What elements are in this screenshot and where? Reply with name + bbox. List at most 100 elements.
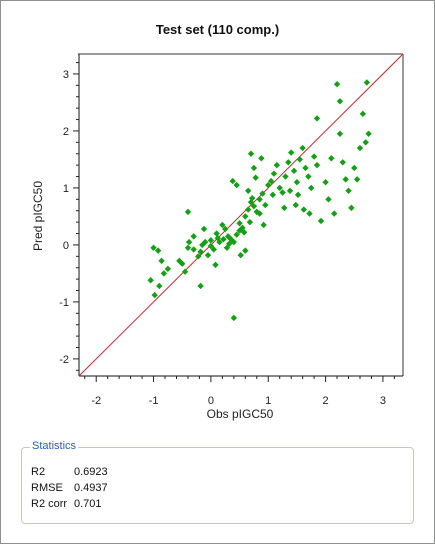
- x-tick-label: -2: [91, 395, 101, 407]
- data-points: [147, 79, 372, 322]
- data-point: [248, 194, 256, 202]
- data-point: [328, 155, 335, 162]
- data-point: [363, 79, 371, 86]
- y-tick-label: 1: [63, 183, 69, 195]
- stat-label: R2 corr: [31, 498, 68, 510]
- data-point: [265, 181, 272, 189]
- data-point: [308, 184, 315, 192]
- data-point: [237, 251, 244, 259]
- data-point: [230, 314, 238, 322]
- data-point: [330, 210, 338, 217]
- data-point: [252, 174, 259, 181]
- data-point: [242, 213, 249, 220]
- data-point: [351, 164, 358, 172]
- data-point: [250, 164, 258, 172]
- x-axis-label: Obs pIGC50: [207, 407, 274, 421]
- data-point: [164, 265, 172, 273]
- data-point: [230, 238, 238, 246]
- data-point: [147, 277, 154, 284]
- data-point: [204, 251, 212, 259]
- data-point: [200, 225, 208, 233]
- chart-title: Test set (110 comp.): [155, 22, 280, 37]
- data-point: [247, 150, 255, 157]
- data-point: [244, 206, 252, 213]
- data-point: [223, 244, 231, 251]
- data-point: [282, 173, 289, 180]
- data-point: [333, 81, 341, 88]
- data-point: [195, 253, 202, 260]
- stat-row-r2-corr: R2 corr 0.701: [31, 498, 102, 510]
- data-point: [150, 244, 157, 251]
- data-point: [222, 225, 229, 233]
- x-tick-label: 2: [323, 395, 329, 407]
- data-point: [242, 247, 249, 254]
- data-point: [290, 167, 298, 175]
- stat-value: 0.4937: [74, 482, 108, 494]
- data-point: [216, 238, 223, 246]
- x-tick-label: 0: [208, 395, 214, 407]
- stat-row-r2: R2 0.6923: [31, 466, 108, 478]
- data-point: [158, 257, 165, 265]
- data-point: [214, 234, 221, 242]
- data-point: [270, 170, 278, 177]
- data-point: [310, 153, 318, 160]
- data-point: [154, 247, 162, 254]
- data-point: [207, 242, 215, 250]
- data-point: [293, 179, 301, 186]
- data-point: [244, 187, 252, 194]
- y-tick-label: 3: [63, 69, 69, 81]
- data-point: [286, 187, 294, 194]
- data-point: [213, 230, 220, 237]
- data-point: [236, 220, 243, 227]
- data-point: [181, 268, 189, 275]
- stat-label: RMSE: [31, 482, 63, 494]
- x-tick-label: 1: [265, 395, 271, 407]
- data-point: [262, 201, 269, 209]
- data-point: [345, 187, 352, 194]
- data-point: [156, 282, 163, 290]
- data-point: [348, 204, 355, 212]
- data-point: [176, 257, 183, 265]
- y-tick-label: 0: [63, 240, 69, 252]
- data-point: [184, 208, 192, 216]
- data-point: [229, 177, 236, 185]
- stat-label: R2: [31, 466, 46, 478]
- data-point: [296, 156, 303, 163]
- data-point: [353, 176, 361, 183]
- data-point: [273, 161, 281, 169]
- y-axis-label: Pred pIGC50: [31, 181, 45, 251]
- data-point: [302, 164, 309, 172]
- y-tick-label: -2: [59, 354, 69, 366]
- stat-row-rmse: RMSE 0.4937: [31, 482, 108, 494]
- data-point: [305, 173, 312, 180]
- data-point: [292, 201, 299, 209]
- identity-line: [78, 53, 404, 377]
- data-point: [219, 221, 226, 229]
- data-point: [256, 210, 263, 217]
- data-point: [233, 181, 240, 189]
- data-point: [258, 155, 265, 162]
- data-point: [207, 237, 215, 244]
- y-tick-label: -1: [59, 297, 69, 309]
- data-point: [240, 229, 248, 236]
- data-point: [151, 291, 158, 299]
- data-point: [300, 206, 307, 213]
- data-point: [267, 177, 275, 185]
- reference-line-layer: [78, 53, 404, 377]
- data-point: [256, 196, 263, 203]
- data-point: [362, 139, 369, 146]
- data-point: [259, 190, 266, 197]
- data-point: [233, 231, 240, 238]
- data-point: [359, 110, 367, 118]
- data-point: [287, 149, 295, 156]
- data-point: [356, 144, 364, 152]
- data-point: [197, 282, 204, 290]
- data-point: [279, 189, 286, 196]
- data-point: [317, 217, 325, 225]
- statistics-legend: Statistics: [30, 440, 79, 452]
- data-point: [325, 196, 332, 203]
- data-point: [190, 246, 197, 253]
- data-point: [197, 248, 204, 255]
- data-point: [336, 98, 344, 105]
